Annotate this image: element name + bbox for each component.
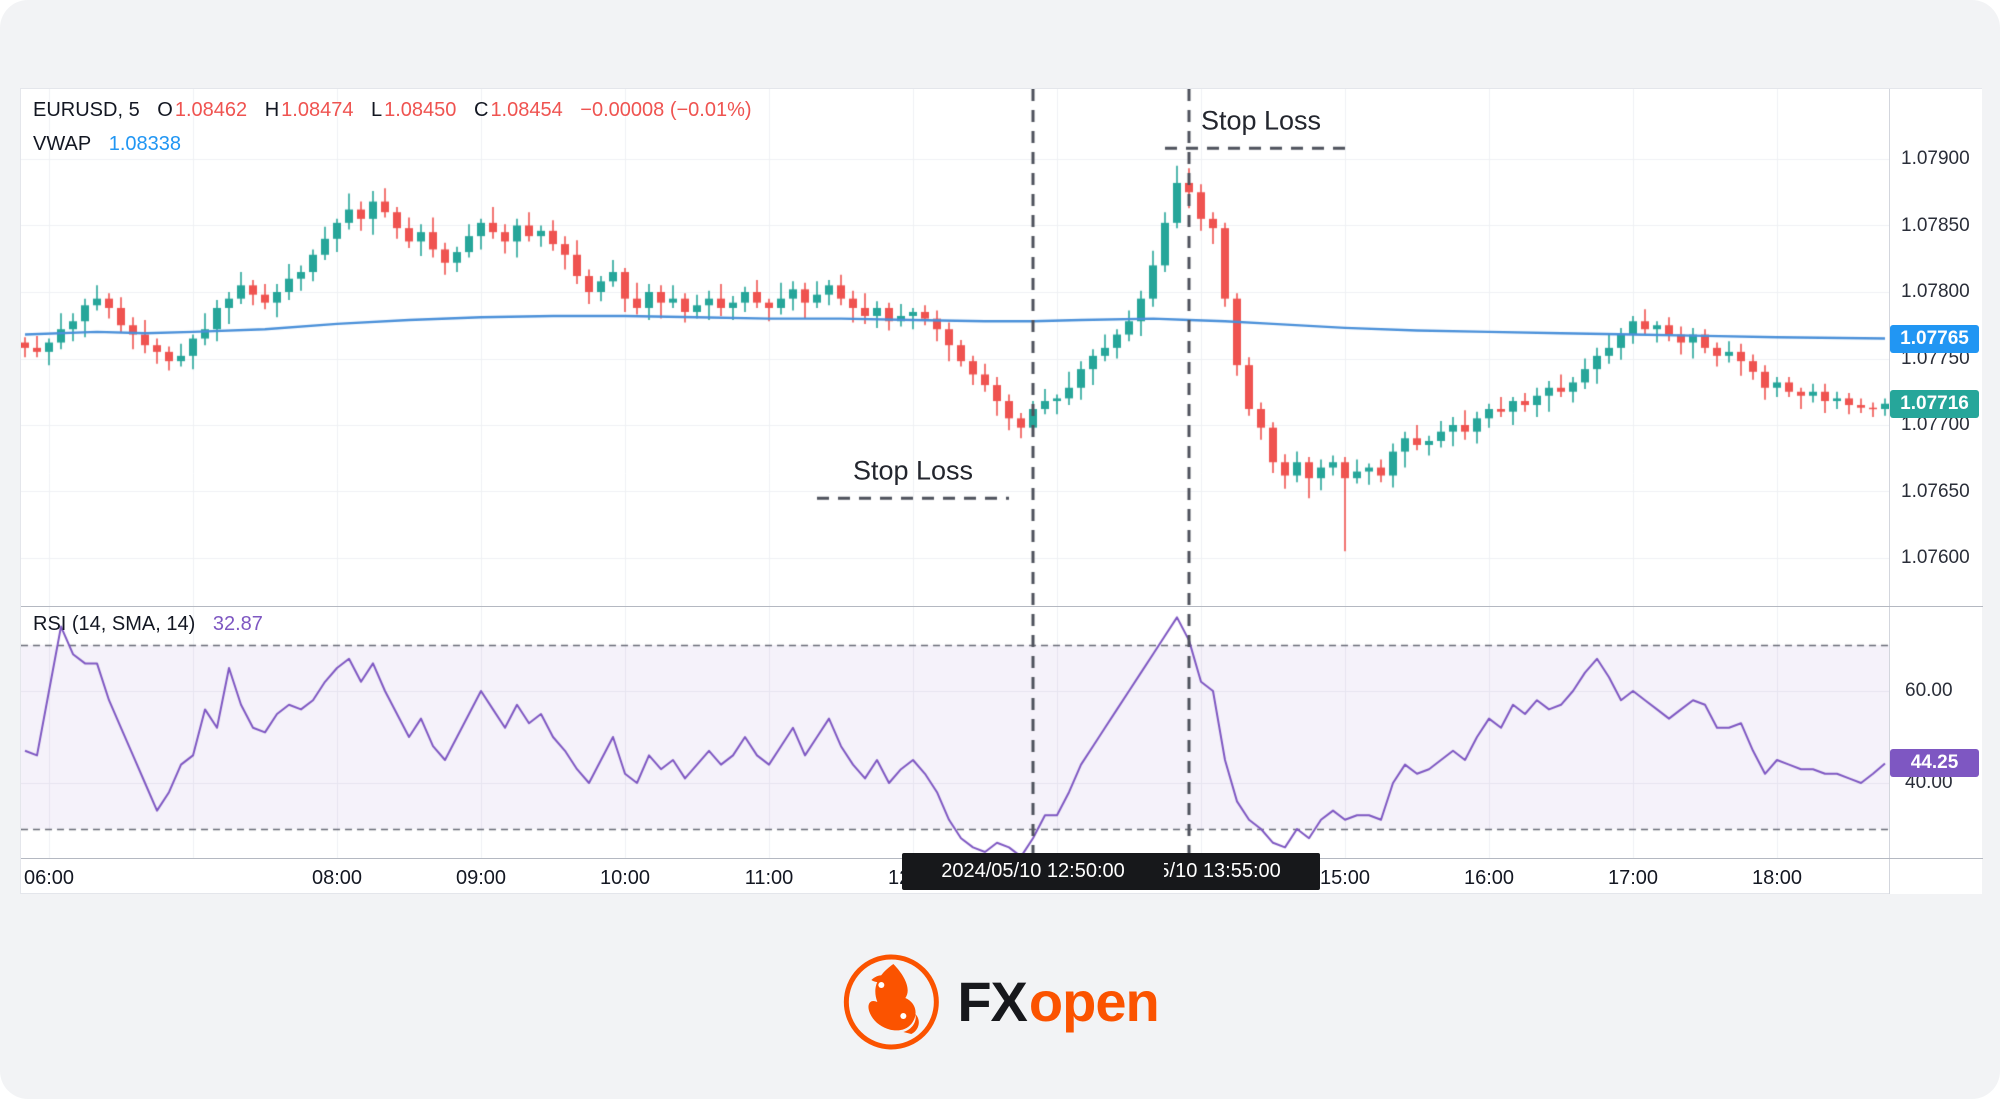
vwap-value: 1.08338 xyxy=(108,133,182,155)
ohlc-close-label: C xyxy=(473,99,489,121)
ohlc-close-value: 1.08454 xyxy=(490,99,563,121)
rsi-value-badge: 44.25 xyxy=(1890,749,1979,778)
vwap-legend[interactable]: VWAP 1.08338 xyxy=(33,133,181,156)
logo-fx-text: FX xyxy=(957,970,1028,1033)
time-axis-label: 11:00 xyxy=(744,867,794,889)
time-axis-label: 08:00 xyxy=(311,867,363,889)
price-tick-label: 1.07900 xyxy=(1901,148,1970,169)
symbol-legend[interactable]: EURUSD, 5 O 1.08462 H 1.08474 L 1.08450 C 1.… xyxy=(33,99,752,122)
price-chart-canvas[interactable] xyxy=(21,89,1889,895)
fxopen-wordmark: FXopen xyxy=(957,974,1159,1030)
ohlc-low-value: 1.08450 xyxy=(384,99,457,121)
time-axis-label: 10:00 xyxy=(599,867,651,889)
time-tooltip: 2024/05/10 12:50:00 xyxy=(902,853,1164,890)
vwap-price-badge: 1.07765 xyxy=(1890,324,1979,353)
ohlc-high-value: 1.08474 xyxy=(281,99,354,121)
fxopen-logo: FXopen xyxy=(841,952,1160,1052)
rsi-legend[interactable]: RSI (14, SMA, 14) 32.87 xyxy=(33,613,263,636)
time-axis-label: 15:00 xyxy=(1319,867,1371,889)
ohlc-high-label: H xyxy=(264,99,280,121)
price-tick-label: 1.07800 xyxy=(1901,281,1970,302)
change-value: −0.00008 (−0.01%) xyxy=(580,99,752,121)
price-tick-label: 1.07700 xyxy=(1901,414,1970,435)
stop-loss-label-lower[interactable]: Stop Loss xyxy=(852,455,974,486)
fxopen-emblem-icon xyxy=(843,954,939,1050)
rsi-value: 32.87 xyxy=(212,613,263,635)
rsi-tick-label: 60.00 xyxy=(1905,680,1953,701)
time-axis-label: 09:00 xyxy=(455,867,507,889)
price-tick-label: 1.07650 xyxy=(1901,480,1970,502)
price-tick-label: 1.07600 xyxy=(1901,547,1970,568)
ohlc-open-label: O xyxy=(157,99,173,121)
ohlc-open-value: 1.08462 xyxy=(174,99,248,121)
symbol-name: EURUSD, 5 xyxy=(33,99,140,121)
rsi-label: RSI (14, SMA, 14) xyxy=(33,613,196,635)
price-tick-label: 1.07850 xyxy=(1901,214,1970,236)
ohlc-low-label: L xyxy=(371,99,383,121)
last-price-badge: 1.07716 xyxy=(1890,389,1979,418)
logo-open-text: open xyxy=(1028,970,1160,1033)
time-axis-label: 17:00 xyxy=(1607,867,1659,889)
price-tick-label: 1.07750 xyxy=(1901,347,1970,369)
chart-panel: EURUSD, 5 O 1.08462 H 1.08474 L 1.08450 C 1.… xyxy=(20,88,1983,895)
pane-separator[interactable] xyxy=(21,606,1983,607)
time-axis-label: 06:00 xyxy=(23,867,75,889)
stop-loss-label-upper[interactable]: Stop Loss xyxy=(1200,105,1322,136)
vwap-label: VWAP xyxy=(33,133,92,155)
time-axis-label: 16:00 xyxy=(1463,867,1515,889)
time-axis-label: 18:00 xyxy=(1751,867,1803,889)
